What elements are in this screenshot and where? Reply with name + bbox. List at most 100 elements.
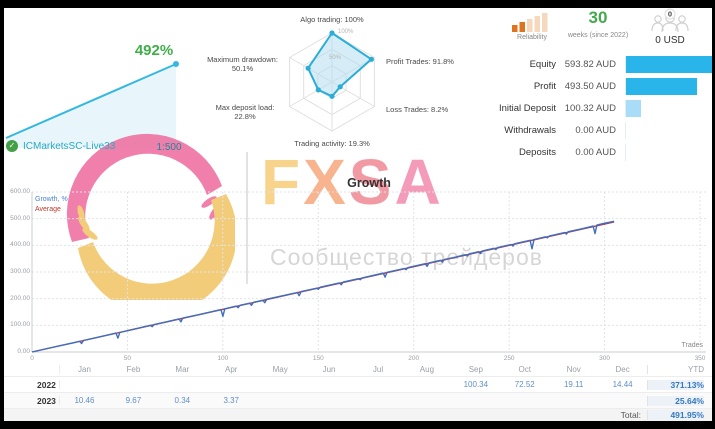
badge-circle — [664, 8, 676, 20]
radar-vertex-dot — [337, 84, 343, 90]
y-tick-label: 200.00 — [10, 294, 30, 302]
subscribers-icon: 0 — [651, 8, 689, 33]
radar-label-trading-activity: Trading activity: 19.3% — [294, 139, 370, 148]
monthly-value-cell: 9.67 — [125, 396, 142, 405]
monthly-value-cell — [158, 380, 207, 389]
legend-average: Average — [35, 206, 61, 213]
growth-chart-legend: Growth, % Average — [35, 195, 68, 215]
year-label: 2023 — [37, 395, 56, 406]
growth-chart-title: Growth — [347, 176, 391, 190]
monthly-value-cell — [256, 396, 305, 405]
reliability-bar — [542, 13, 548, 32]
growth-percent-badge: 492% — [134, 42, 174, 59]
year-label: 2022 — [37, 379, 56, 390]
y-tick-label: 400.00 — [10, 241, 30, 249]
signal-price: 0 USD — [655, 35, 685, 46]
monthly-value-cell — [549, 396, 598, 405]
summary-bar-track — [625, 99, 712, 117]
x-tick-label: 0 — [30, 355, 34, 362]
total-row: Total: 491.95% — [4, 409, 712, 421]
watermark-hands-logo — [66, 133, 235, 300]
reliability-bar — [534, 16, 540, 32]
monthly-value-cell — [305, 380, 354, 389]
x-tick-label: 300 — [599, 355, 610, 362]
total-label: Total: — [620, 410, 641, 420]
month-header-cell: Mar — [175, 364, 190, 374]
monthly-value-cell: 10.46 — [74, 396, 95, 405]
summary-row: Deposits 0.00 AUD — [468, 141, 712, 163]
x-axis-title: Trades — [681, 342, 703, 349]
verified-check-icon: ✓ — [6, 140, 18, 152]
monthly-returns-table: Jan Feb Mar Apr May Jun Jul Aug Sep Oct Nov Dec YTD 2… — [4, 362, 712, 421]
month-header-cell: Oct — [518, 364, 531, 374]
monthly-value-cell — [598, 396, 647, 405]
x-tick-label: 250 — [503, 355, 515, 362]
radar-vertex-dot — [315, 87, 321, 93]
summary-value: 0.00 AUD — [575, 124, 616, 136]
monthly-value-cell — [256, 380, 305, 389]
radar-vertex-dot — [329, 93, 335, 99]
summary-row: Equity 593.82 AUD — [468, 53, 712, 75]
summary-value: 100.32 AUD — [564, 102, 616, 114]
ytd-header-cell: YTD — [647, 364, 712, 374]
reliability-bar — [519, 22, 525, 32]
x-tick-label: 100 — [217, 355, 229, 362]
reliability-bars-icon — [512, 13, 548, 32]
radar-label-maximum-drawdown: Maximum drawdown: 50.1% — [197, 55, 288, 73]
signal-quality-radar — [289, 30, 375, 132]
monthly-value-cell: 3.37 — [223, 396, 240, 405]
reliability-label: Reliability — [517, 34, 547, 41]
sparkline-end-dot — [173, 61, 179, 67]
monthly-row: 2022 100.34 72.52 19.11 14.44 371.13% — [4, 377, 712, 393]
x-tick-label: 150 — [312, 355, 324, 362]
series-Growth, % — [31, 220, 615, 353]
summary-bar-track — [625, 77, 712, 95]
monthly-header-row: Jan Feb Mar Apr May Jun Jul Aug Sep Oct Nov Dec YTD — [4, 362, 712, 377]
summary-label: Withdrawals — [504, 124, 556, 136]
summary-label: Equity — [529, 58, 556, 70]
month-header-cell: Jun — [322, 364, 336, 374]
radar-vertex-dot — [329, 30, 335, 36]
summary-label: Deposits — [519, 146, 556, 158]
radar-label-algo-trading: Algo trading: 100% — [300, 15, 364, 24]
summary-value: 593.82 AUD — [564, 58, 616, 70]
months-values: 100.34 72.52 19.11 14.44 — [59, 380, 647, 389]
monthly-value-cell: 0.34 — [174, 396, 191, 405]
summary-bar — [626, 77, 698, 95]
monthly-value-cell — [354, 380, 403, 389]
page-content: 492% ✓ ICMarketsSC-Live33 1:500 Algo tra… — [4, 8, 712, 421]
monthly-value-cell — [354, 396, 403, 405]
month-header-cell: Feb — [126, 364, 141, 374]
reliability-bar — [512, 25, 518, 32]
summary-value: 493.50 AUD — [564, 80, 616, 92]
fxsa-letter: S — [348, 146, 395, 218]
ytd-value: 371.13% — [648, 379, 704, 390]
summary-bar — [626, 55, 712, 73]
subscribers-count: 0 — [668, 10, 672, 19]
monthly-value-cell — [207, 380, 256, 389]
x-tick-label: 200 — [408, 355, 420, 362]
monthly-value-cell: 100.34 — [463, 380, 489, 389]
balance-summary: Equity 593.82 AUD Profit 493.50 AUD Initial … — [468, 53, 712, 163]
legend-growth: Growth, % — [35, 196, 68, 203]
leverage-label: 1:500 — [156, 142, 182, 153]
summary-bar — [626, 99, 641, 117]
month-header-cell: May — [272, 364, 288, 374]
radar-label-line1: Maximum drawdown: — [207, 55, 278, 64]
broker-row: ✓ ICMarketsSC-Live33 — [6, 140, 115, 152]
yellow-hand-icon — [77, 194, 235, 300]
monthly-value-cell: 72.52 — [514, 380, 535, 389]
summary-label: Initial Deposit — [498, 102, 556, 114]
monthly-value-cell: 19.11 — [563, 380, 584, 389]
radar-vertex-dot — [368, 56, 374, 62]
ytd-cell: 371.13% — [647, 379, 712, 390]
radar-label-line2: 50.1% — [231, 64, 254, 73]
ytd-value: 25.64% — [648, 395, 704, 406]
fxsa-letter: A — [394, 146, 444, 218]
total-value: 491.95% — [648, 410, 704, 420]
ytd-cell: 25.64% — [647, 395, 712, 406]
broker-link[interactable]: ICMarketsSC-Live33 — [23, 140, 116, 152]
summary-label: Profit — [533, 80, 556, 92]
y-tick-label: 500.00 — [10, 214, 30, 222]
